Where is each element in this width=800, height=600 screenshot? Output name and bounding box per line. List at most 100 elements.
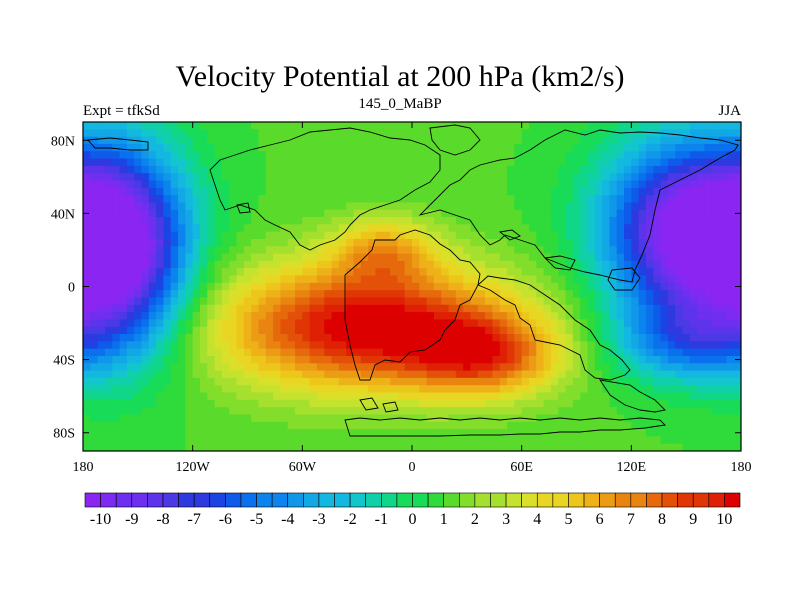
heatmap-cell (390, 385, 398, 394)
heatmap-cell (697, 377, 706, 386)
heatmap-cell (331, 282, 340, 291)
heatmap-cell (711, 187, 720, 196)
heatmap-cell (324, 297, 333, 306)
heatmap-cell (492, 392, 501, 401)
heatmap-cell (704, 407, 713, 416)
heatmap-cell (514, 304, 523, 313)
heatmap-cell (156, 436, 165, 445)
heatmap-cell (616, 385, 625, 394)
heatmap-cell (251, 165, 260, 174)
heatmap-cell (536, 231, 545, 240)
heatmap-cell (528, 319, 537, 328)
heatmap-cell (382, 282, 391, 291)
heatmap-cell (236, 195, 245, 204)
heatmap-cell (580, 443, 589, 451)
heatmap-cell (433, 151, 442, 160)
heatmap-cell (229, 414, 238, 423)
heatmap-cell (324, 275, 333, 284)
heatmap-cell (302, 217, 311, 225)
heatmap-cell (287, 421, 296, 430)
heatmap-cell (426, 319, 435, 328)
heatmap-cell (587, 165, 596, 174)
heatmap-cell (265, 414, 274, 423)
heatmap-cell (521, 385, 530, 394)
heatmap-cell (550, 158, 559, 167)
heatmap-cell (265, 399, 274, 408)
heatmap-cell (404, 151, 413, 160)
heatmap-cell (309, 399, 318, 408)
heatmap-cell (543, 355, 552, 364)
heatmap-cell (675, 224, 684, 233)
heatmap-cell (112, 312, 121, 320)
heatmap-cell (433, 129, 442, 138)
heatmap-cell (360, 443, 369, 451)
heatmap-cell (507, 268, 515, 277)
heatmap-cell (295, 195, 303, 204)
heatmap-cell (126, 312, 135, 320)
heatmap-cell (602, 421, 610, 430)
heatmap-cell (265, 136, 274, 145)
heatmap-cell (689, 319, 698, 328)
heatmap-cell (265, 334, 274, 342)
heatmap-cell (514, 165, 523, 174)
heatmap-cell (390, 370, 398, 379)
heatmap-cell (521, 443, 530, 451)
heatmap-cell (375, 407, 384, 416)
heatmap-cell (397, 268, 406, 277)
heatmap-cell (624, 348, 632, 357)
heatmap-cell (148, 173, 157, 182)
heatmap-cell (214, 187, 223, 196)
heatmap-cell (221, 209, 230, 218)
heatmap-cell (455, 414, 464, 423)
heatmap-cell (156, 348, 165, 357)
heatmap-cell (653, 224, 662, 233)
heatmap-cell (507, 151, 515, 160)
heatmap-cell (156, 319, 165, 328)
heatmap-cell (141, 355, 150, 364)
heatmap-cell (521, 224, 530, 233)
heatmap-cell (711, 443, 720, 451)
heatmap-cell (448, 341, 457, 350)
heatmap-cell (134, 187, 143, 196)
heatmap-cell (558, 363, 567, 372)
heatmap-cell (507, 238, 515, 247)
heatmap-cell (382, 297, 391, 306)
heatmap-cell (214, 136, 223, 145)
heatmap-cell (660, 238, 669, 247)
heatmap-cell (346, 312, 355, 320)
heatmap-cell (382, 443, 391, 451)
heatmap-cell (704, 158, 713, 167)
heatmap-cell (382, 151, 391, 160)
heatmap-cell (280, 275, 289, 284)
heatmap-cell (287, 187, 296, 196)
heatmap-cell (616, 195, 625, 204)
heatmap-cell (441, 334, 450, 342)
heatmap-cell (178, 173, 186, 182)
heatmap-cell (645, 224, 654, 233)
heatmap-cell (528, 151, 537, 160)
heatmap-cell (338, 202, 347, 211)
heatmap-cell (390, 275, 398, 284)
heatmap-cell (587, 260, 596, 269)
heatmap-cell (536, 209, 545, 218)
heatmap-cell (602, 275, 610, 284)
heatmap-cell (726, 282, 735, 291)
heatmap-cell (638, 312, 647, 320)
heatmap-cell (170, 304, 179, 313)
heatmap-cell (258, 209, 267, 218)
heatmap-cell (163, 421, 172, 430)
heatmap-cell (280, 421, 289, 430)
heatmap-cell (470, 202, 479, 211)
heatmap-cell (251, 180, 260, 189)
heatmap-cell (126, 290, 135, 299)
heatmap-cell (638, 363, 647, 372)
heatmap-cell (426, 151, 435, 160)
heatmap-cell (346, 399, 355, 408)
heatmap-cell (514, 282, 523, 291)
heatmap-cell (390, 253, 398, 262)
heatmap-cell (324, 436, 333, 445)
heatmap-cell (273, 348, 281, 357)
heatmap-cell (382, 377, 391, 386)
heatmap-cell (470, 370, 479, 379)
heatmap-cell (331, 173, 340, 182)
